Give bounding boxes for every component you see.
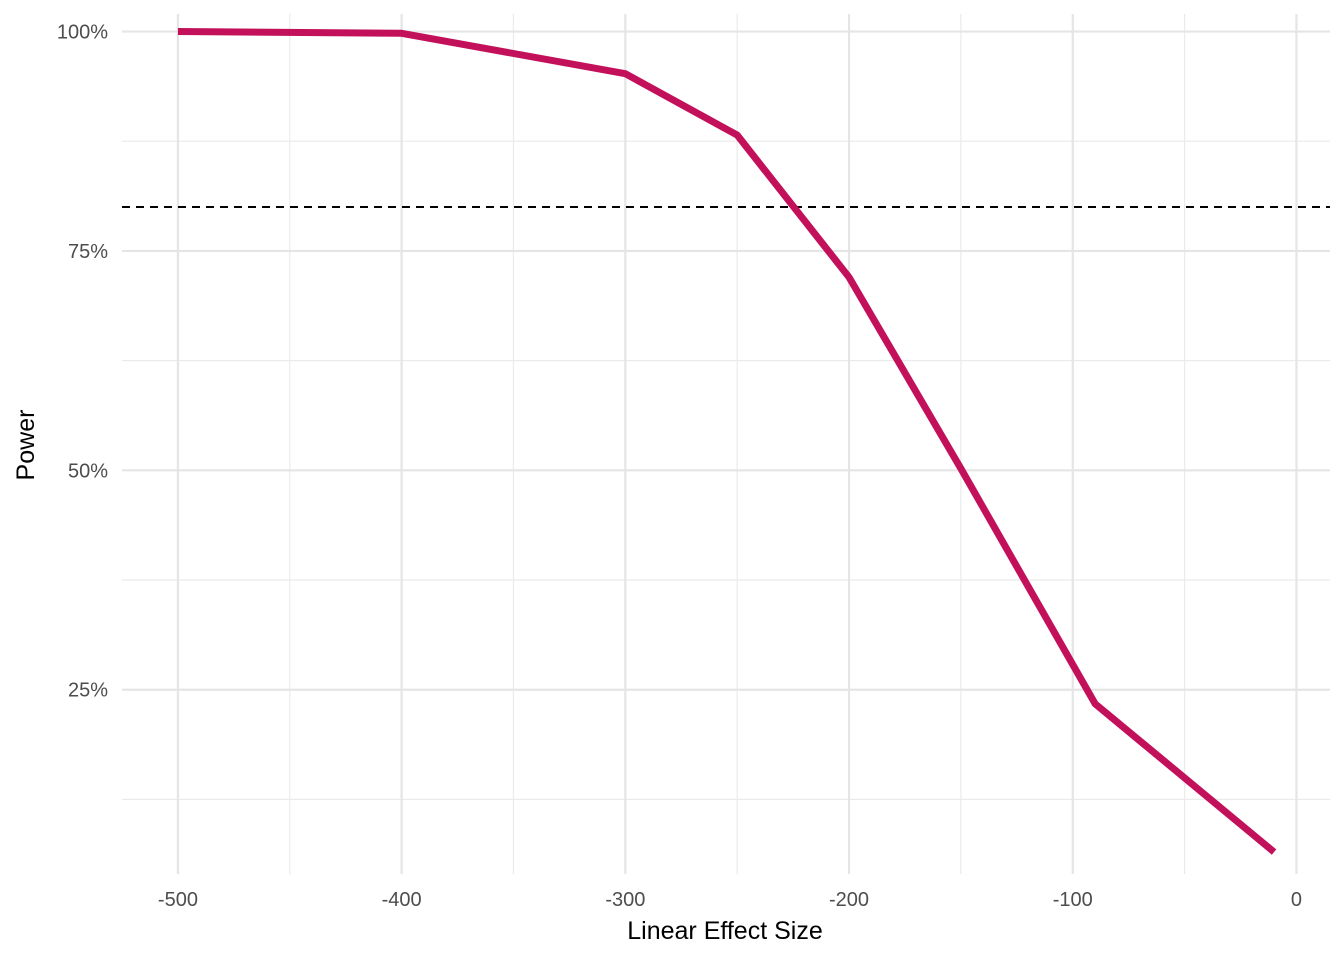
y-tick-labels: 25% 50% 75% 100%: [57, 22, 108, 702]
x-tick-label: -500: [158, 889, 198, 911]
x-tick-label: -400: [382, 889, 422, 911]
x-tick-labels: -500 -400 -300 -200 -100 0: [158, 889, 1302, 911]
y-tick-label: 50%: [68, 460, 108, 482]
y-axis-title: Power: [12, 410, 40, 481]
x-tick-label: -300: [605, 889, 645, 911]
y-tick-label: 25%: [68, 680, 108, 702]
y-tick-label: 100%: [57, 22, 108, 44]
x-tick-label: 0: [1291, 889, 1302, 911]
series-line: [177, 28, 1277, 855]
x-tick-label: -200: [829, 889, 869, 911]
x-tick-label: -100: [1053, 889, 1093, 911]
x-axis-title: Linear Effect Size: [627, 917, 822, 945]
minor-gridlines: [122, 14, 1330, 874]
y-tick-label: 75%: [68, 241, 108, 263]
series-layer: [177, 28, 1277, 855]
